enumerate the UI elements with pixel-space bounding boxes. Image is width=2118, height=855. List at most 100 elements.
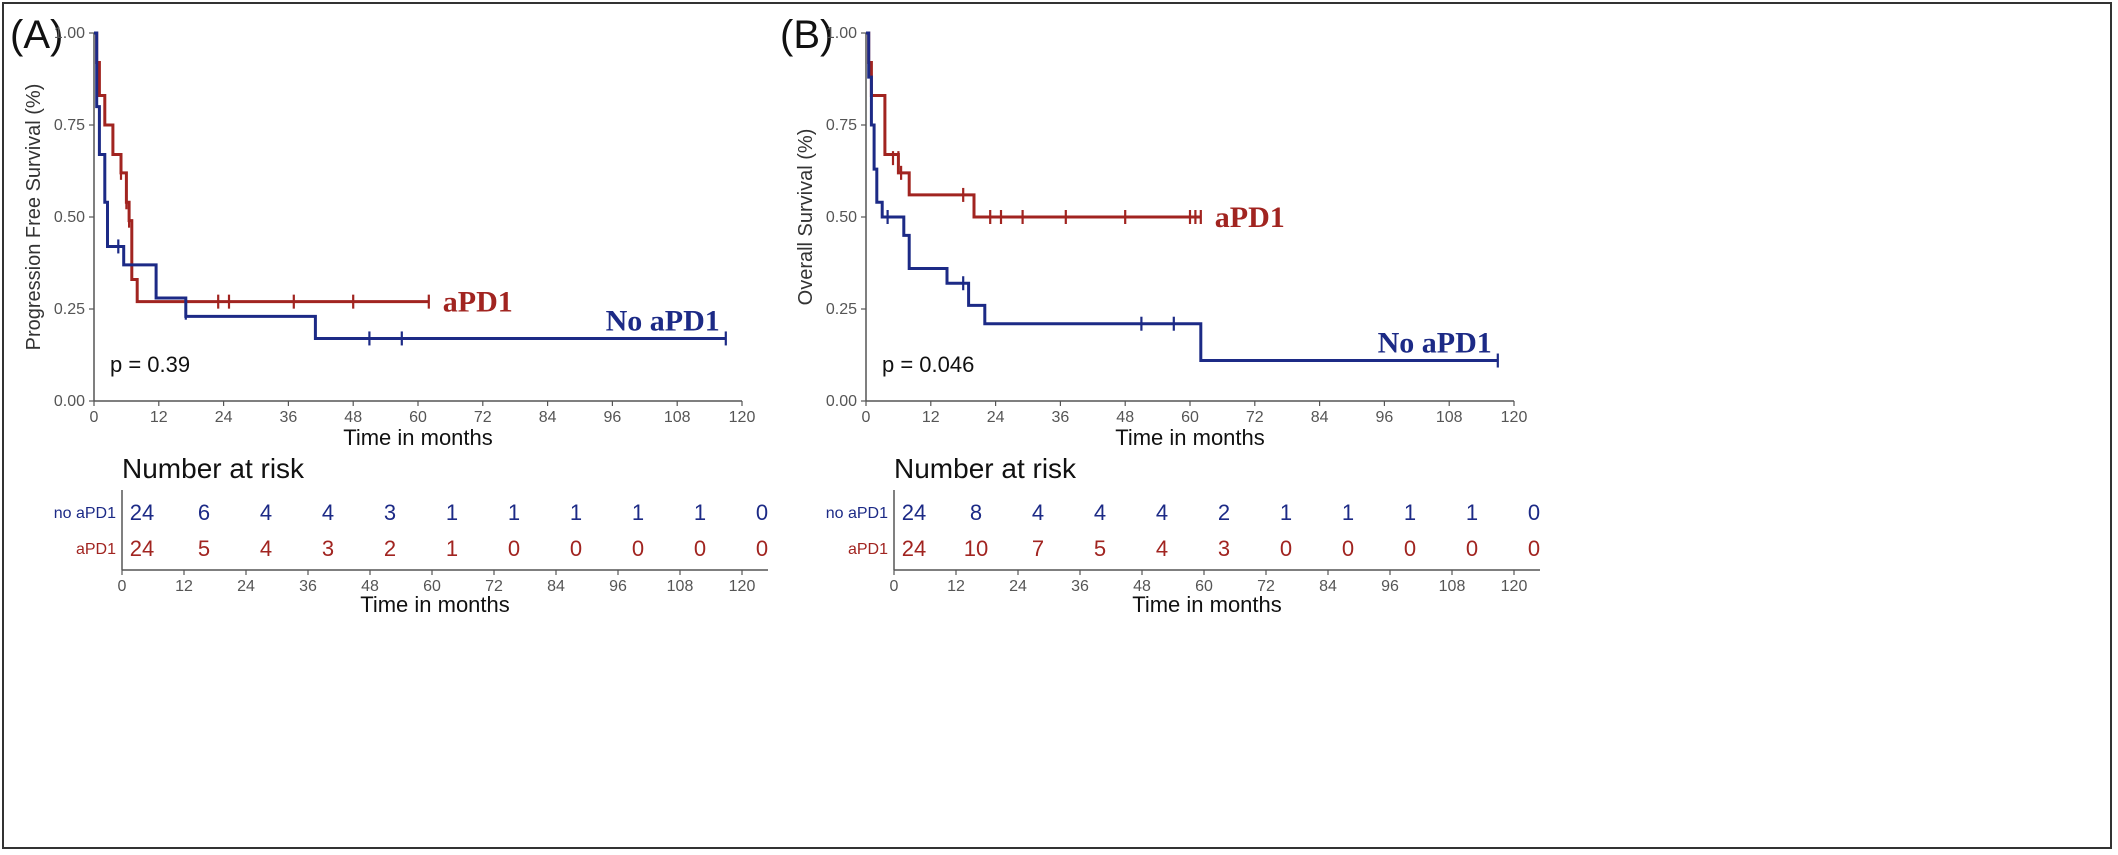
- panel-a-risk-x-tick-label: 36: [299, 578, 317, 595]
- panel-b-risk-x-tick-label: 60: [1195, 578, 1213, 595]
- panel-a-x-axis-title: Time in months: [343, 425, 493, 450]
- panel-b-risk-row-label: aPD1: [848, 541, 888, 558]
- panel-a-risk-x-tick-label: 120: [729, 578, 756, 595]
- panel-b-risk-x-tick-label: 108: [1439, 578, 1466, 595]
- panel-b-x-tick-label: 96: [1376, 409, 1394, 426]
- panel-b-y-tick-label: 0.00: [826, 393, 857, 410]
- panel-b-risk-count: 1: [1342, 500, 1354, 525]
- panel-a-risk-count: 0: [756, 500, 768, 525]
- panel-a-risk-count: 0: [694, 536, 706, 561]
- panel-b-risk-title: Number at risk: [894, 453, 1077, 484]
- panel-b-x-tick-label: 12: [922, 409, 940, 426]
- panel-b-risk-count: 0: [1280, 536, 1292, 561]
- panel-b-x-axis-title: Time in months: [1115, 425, 1265, 450]
- panel-a-apd1-curve: [94, 31, 429, 304]
- panel-b-risk-count: 4: [1156, 536, 1168, 561]
- panel-a-risk-count: 1: [446, 536, 458, 561]
- panel-b-x-tick-label: 0: [862, 409, 871, 426]
- panel-a-y-tick-label: 0.50: [54, 209, 85, 226]
- panel-b-risk-count: 4: [1094, 500, 1106, 525]
- panel-b-risk-x-axis-title: Time in months: [1132, 592, 1282, 617]
- panel-b-risk-count: 1: [1404, 500, 1416, 525]
- panel-b-risk-count: 10: [964, 536, 988, 561]
- panel-b-risk-count: 3: [1218, 536, 1230, 561]
- panel-b-risk-x-tick-label: 36: [1071, 578, 1089, 595]
- panel-a-risk-x-tick-label: 60: [423, 578, 441, 595]
- panel-b-risk-count: 24: [902, 500, 926, 525]
- panel-a-apd1-curve-label: aPD1: [443, 286, 513, 319]
- panel-b-y-axis-title: Overall Survival (%): [795, 129, 817, 306]
- panel-b-apd1-curve: [866, 31, 1201, 219]
- panel-a-risk-count: 1: [694, 500, 706, 525]
- panel-b-risk-x-tick-label: 84: [1319, 578, 1337, 595]
- panel-b-x-tick-label: 72: [1246, 409, 1264, 426]
- panel-b-risk-count: 0: [1528, 500, 1540, 525]
- panel-b-risk-count: 7: [1032, 536, 1044, 561]
- panel-a-y-tick-label: 0.00: [54, 393, 85, 410]
- panel-a-risk-count: 1: [446, 500, 458, 525]
- panel-a-risk-count: 5: [198, 536, 210, 561]
- panel-b-risk-count: 2: [1218, 500, 1230, 525]
- panel-b-risk-count: 4: [1032, 500, 1044, 525]
- panel-a-x-tick-label: 84: [539, 409, 557, 426]
- panel-a-y-tick-label: 0.75: [54, 117, 85, 134]
- panel-b-risk-count: 4: [1156, 500, 1168, 525]
- panel-a-risk-x-tick-label: 108: [667, 578, 694, 595]
- panel-a-label: (A): [10, 13, 63, 57]
- panel-b-x-tick-label: 84: [1311, 409, 1329, 426]
- panel-a-risk-x-tick-label: 72: [485, 578, 503, 595]
- panel-a-risk-count: 0: [570, 536, 582, 561]
- panel-a-x-tick-label: 0: [90, 409, 99, 426]
- panel-a-x-tick-label: 60: [409, 409, 427, 426]
- panel-a-risk-x-tick-label: 48: [361, 578, 379, 595]
- panel-b-apd1-curve-label: aPD1: [1215, 201, 1285, 234]
- panel-b-y-tick-label: 1.00: [826, 25, 857, 42]
- panel-b-y-tick-label: 0.50: [826, 209, 857, 226]
- panel-a-no-apd1-curve-label: No aPD1: [606, 304, 720, 337]
- panel-a-risk-count: 2: [384, 536, 396, 561]
- panel-a-risk-x-tick-label: 0: [118, 578, 127, 595]
- panel-b-risk-x-tick-label: 96: [1381, 578, 1399, 595]
- panel-b-risk-count: 1: [1466, 500, 1478, 525]
- panel-b-risk-count: 0: [1404, 536, 1416, 561]
- panel-b-risk-row-label: no aPD1: [826, 505, 888, 522]
- panel-b-risk-x-tick-label: 72: [1257, 578, 1275, 595]
- panel-b-x-tick-label: 120: [1501, 409, 1528, 426]
- panel-a-risk-row-label: no aPD1: [54, 505, 116, 522]
- panel-b-risk-count: 1: [1280, 500, 1292, 525]
- panel-a-x-tick-label: 72: [474, 409, 492, 426]
- panel-a-risk-x-tick-label: 96: [609, 578, 627, 595]
- panel-a-risk-count: 3: [384, 500, 396, 525]
- panel-a-risk-count: 24: [130, 536, 154, 561]
- panel-a-y-axis-title: Progression Free Survival (%): [23, 84, 45, 351]
- panel-a-risk-x-tick-label: 12: [175, 578, 193, 595]
- panel-a-x-tick-label: 12: [150, 409, 168, 426]
- panel-b-label: (B): [780, 13, 833, 57]
- panel-b-no-apd1-curve-label: No aPD1: [1378, 327, 1492, 360]
- panel-b-y-tick-label: 0.25: [826, 301, 857, 318]
- panel-a-p-value: p = 0.39: [110, 352, 190, 377]
- panel-a-risk-count: 0: [508, 536, 520, 561]
- panel-a-x-tick-label: 48: [344, 409, 362, 426]
- panel-a-risk-count: 4: [260, 500, 272, 525]
- panel-a-risk-count: 1: [508, 500, 520, 525]
- panel-a-x-tick-label: 120: [729, 409, 756, 426]
- panel-b-risk-count: 5: [1094, 536, 1106, 561]
- panel-b-x-tick-label: 36: [1052, 409, 1070, 426]
- panel-a-risk-row-label: aPD1: [76, 541, 116, 558]
- panel-a-x-tick-label: 36: [280, 409, 298, 426]
- panel-a-risk-count: 24: [130, 500, 154, 525]
- panel-a-risk-count: 4: [260, 536, 272, 561]
- panel-b-x-tick-label: 108: [1436, 409, 1463, 426]
- panel-b-x-tick-label: 60: [1181, 409, 1199, 426]
- panel-b-y-tick-label: 0.75: [826, 117, 857, 134]
- panel-b-p-value: p = 0.046: [882, 352, 974, 377]
- panel-b-risk-count: 24: [902, 536, 926, 561]
- panel-a-x-tick-label: 24: [215, 409, 233, 426]
- panel-a-risk-count: 1: [570, 500, 582, 525]
- panel-a-risk-title: Number at risk: [122, 453, 305, 484]
- panel-b-risk-count: 0: [1466, 536, 1478, 561]
- panel-b-x-tick-label: 48: [1116, 409, 1134, 426]
- panel-b-x-tick-label: 24: [987, 409, 1005, 426]
- panel-b-risk-x-tick-label: 12: [947, 578, 965, 595]
